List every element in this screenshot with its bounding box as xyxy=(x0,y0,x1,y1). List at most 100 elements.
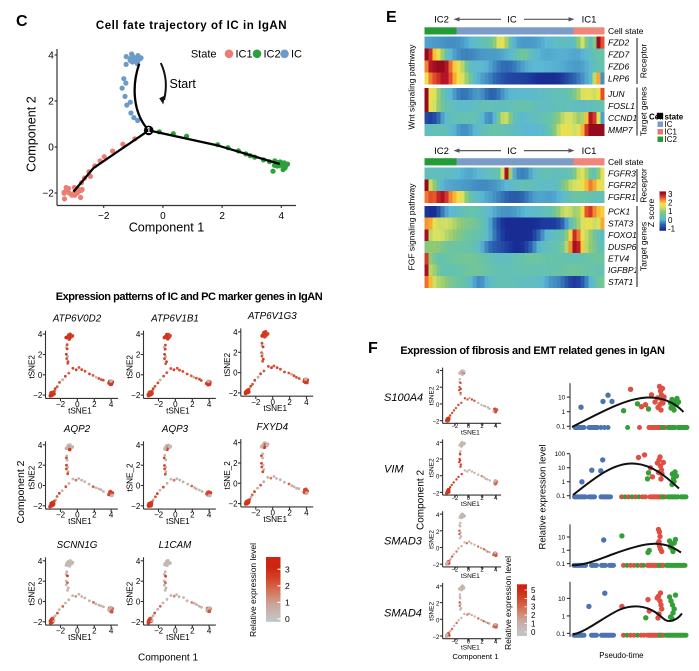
svg-text:−2: −2 xyxy=(131,502,141,511)
svg-text:CCND1: CCND1 xyxy=(608,113,638,123)
svg-text:0: 0 xyxy=(160,211,166,222)
svg-text:FOSL1: FOSL1 xyxy=(608,101,635,111)
svg-text:Component 1: Component 1 xyxy=(129,221,205,235)
svg-text:0: 0 xyxy=(173,400,178,409)
svg-text:Component 1: Component 1 xyxy=(452,652,498,661)
svg-text:2: 2 xyxy=(287,509,292,518)
svg-text:4: 4 xyxy=(436,585,440,591)
svg-text:IC2: IC2 xyxy=(434,15,449,26)
svg-text:tSNE2: tSNE2 xyxy=(429,602,436,621)
svg-text:4: 4 xyxy=(494,496,498,502)
svg-text:FGFR3: FGFR3 xyxy=(608,169,636,179)
svg-text:tSNE1: tSNE1 xyxy=(263,404,287,413)
svg-text:−2: −2 xyxy=(33,618,43,627)
svg-text:1: 1 xyxy=(531,619,536,628)
svg-text:tSNE1: tSNE1 xyxy=(68,406,92,415)
svg-text:0: 0 xyxy=(233,479,238,488)
svg-text:−2: −2 xyxy=(251,398,261,407)
svg-text:LRP6: LRP6 xyxy=(608,74,630,84)
svg-text:2: 2 xyxy=(480,568,484,574)
svg-text:0: 0 xyxy=(136,598,141,607)
svg-text:2: 2 xyxy=(38,577,43,586)
svg-text:2: 2 xyxy=(219,211,225,222)
svg-text:−2: −2 xyxy=(33,502,43,511)
svg-text:−2: −2 xyxy=(451,640,459,646)
svg-text:E: E xyxy=(386,9,397,26)
svg-text:Cell state: Cell state xyxy=(608,26,644,36)
svg-text:2: 2 xyxy=(436,530,440,536)
svg-text:Target genes: Target genes xyxy=(639,87,649,136)
svg-text:Expression patterns of IC and: Expression patterns of IC and PC marker … xyxy=(56,291,323,303)
svg-text:FGFR2: FGFR2 xyxy=(608,180,636,190)
svg-text:tSNE2: tSNE2 xyxy=(28,355,37,379)
svg-text:Relative expression level: Relative expression level xyxy=(248,543,258,637)
svg-text:FZD6: FZD6 xyxy=(608,62,630,72)
svg-text:2: 2 xyxy=(48,97,54,108)
svg-text:2: 2 xyxy=(233,459,238,468)
svg-text:0: 0 xyxy=(38,598,43,607)
svg-text:tSNE_2: tSNE_2 xyxy=(126,463,135,492)
svg-text:0: 0 xyxy=(233,369,238,378)
svg-text:L1CAM: L1CAM xyxy=(159,540,193,551)
svg-text:−2: −2 xyxy=(56,511,66,520)
svg-text:4: 4 xyxy=(436,370,440,376)
svg-text:0: 0 xyxy=(467,568,471,574)
svg-text:0.1: 0.1 xyxy=(556,631,565,638)
svg-text:2: 2 xyxy=(136,577,141,586)
svg-text:4: 4 xyxy=(531,594,536,603)
svg-text:0: 0 xyxy=(436,475,440,481)
svg-text:PCK1: PCK1 xyxy=(608,207,630,217)
svg-text:Component 2: Component 2 xyxy=(25,96,39,172)
svg-text:DUSP6: DUSP6 xyxy=(608,242,637,252)
svg-text:0: 0 xyxy=(38,482,43,491)
svg-text:0: 0 xyxy=(531,628,536,637)
svg-text:ETV4: ETV4 xyxy=(608,254,630,264)
svg-text:2: 2 xyxy=(436,386,440,392)
svg-text:−2: −2 xyxy=(451,568,459,574)
svg-text:4: 4 xyxy=(136,557,141,566)
svg-text:4: 4 xyxy=(494,424,498,430)
svg-text:tSNE2: tSNE2 xyxy=(126,581,135,605)
svg-text:tSNE1: tSNE1 xyxy=(461,573,480,580)
svg-text:4: 4 xyxy=(494,568,498,574)
svg-text:−2: −2 xyxy=(42,189,54,200)
svg-text:tSNE1: tSNE1 xyxy=(263,515,287,524)
svg-text:−2: −2 xyxy=(228,389,238,398)
svg-text:0: 0 xyxy=(75,511,80,520)
svg-text:2: 2 xyxy=(436,458,440,464)
svg-text:0: 0 xyxy=(136,482,141,491)
svg-text:F: F xyxy=(368,340,378,357)
svg-text:2: 2 xyxy=(436,602,440,608)
svg-text:1: 1 xyxy=(562,613,566,620)
svg-text:−2: −2 xyxy=(154,400,164,409)
svg-text:−2: −2 xyxy=(131,391,141,400)
svg-text:Component 2: Component 2 xyxy=(416,470,427,530)
svg-text:Expression of fibrosis and EMT: Expression of fibrosis and EMT related g… xyxy=(400,345,665,357)
svg-text:2: 2 xyxy=(190,511,195,520)
svg-text:−2: −2 xyxy=(433,563,441,569)
svg-text:1: 1 xyxy=(285,597,290,607)
svg-text:Cell state: Cell state xyxy=(608,157,644,167)
svg-text:0: 0 xyxy=(436,618,440,624)
svg-text:C: C xyxy=(16,13,28,30)
svg-text:AQP2: AQP2 xyxy=(63,424,91,435)
svg-text:4: 4 xyxy=(38,441,43,450)
svg-text:4: 4 xyxy=(279,211,285,222)
svg-text:0: 0 xyxy=(270,398,275,407)
svg-text:ATP6V0D2: ATP6V0D2 xyxy=(52,313,102,324)
svg-text:IC1: IC1 xyxy=(582,146,597,157)
svg-text:tSNE2: tSNE2 xyxy=(429,386,436,405)
svg-text:tSNE1: tSNE1 xyxy=(166,517,190,526)
svg-text:0: 0 xyxy=(48,143,54,154)
svg-text:4: 4 xyxy=(207,400,212,409)
svg-text:tSNE1: tSNE1 xyxy=(461,429,480,436)
svg-text:-1: -1 xyxy=(668,225,676,234)
svg-text:VIM: VIM xyxy=(384,464,404,476)
svg-text:tSNE2: tSNE2 xyxy=(429,458,436,477)
svg-text:1: 1 xyxy=(562,479,566,486)
svg-text:4: 4 xyxy=(304,509,309,518)
svg-text:4: 4 xyxy=(109,400,114,409)
svg-text:1: 1 xyxy=(562,409,566,416)
svg-text:0: 0 xyxy=(136,371,141,380)
svg-text:1: 1 xyxy=(562,548,566,555)
